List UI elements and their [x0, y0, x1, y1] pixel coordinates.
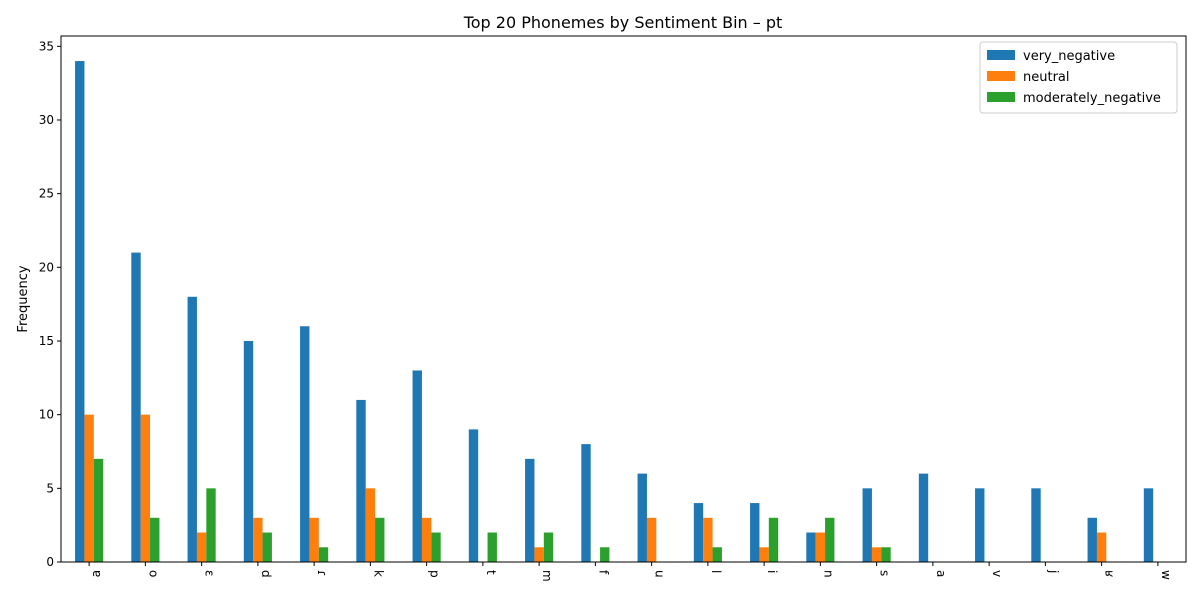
- bar-very_negative-9: [581, 444, 591, 562]
- bar-neutral-3: [253, 517, 263, 562]
- bar-very_negative-17: [1031, 488, 1041, 562]
- x-tick-label-17: j: [1046, 569, 1060, 573]
- legend-swatch-moderately_negative: [987, 92, 1015, 102]
- legend-box: [979, 41, 1178, 114]
- bar-moderately_negative-5: [375, 517, 385, 562]
- legend-label-moderately_negative: moderately_negative: [1023, 91, 1161, 106]
- bar-very_negative-14: [862, 488, 872, 562]
- bar-neutral-0: [84, 414, 94, 562]
- bar-very_negative-11: [693, 503, 704, 562]
- bar-very_negative-0: [75, 61, 85, 563]
- bar-neutral-13: [815, 532, 826, 562]
- bar-very_negative-13: [806, 532, 816, 562]
- x-tick-label-13: n: [821, 570, 835, 578]
- bar-moderately_negative-7: [487, 532, 497, 562]
- bar-moderately_negative-11: [712, 547, 722, 562]
- y-axis-label: Frequency: [16, 265, 31, 332]
- x-tick-label-0: ɐ: [90, 570, 104, 577]
- y-tick-label-5: 25: [39, 187, 54, 201]
- y-tick-label-7: 35: [39, 39, 54, 53]
- y-tick-label-4: 20: [39, 260, 54, 274]
- x-tick-label-9: f: [596, 570, 610, 575]
- bar-moderately_negative-13: [825, 517, 835, 562]
- bar-neutral-5: [365, 488, 376, 562]
- bar-very_negative-16: [975, 488, 985, 562]
- y-tick-label-0: 0: [46, 555, 54, 569]
- bar-moderately_negative-9: [600, 547, 610, 562]
- legend-label-very_negative: very_negative: [1023, 49, 1115, 64]
- y-tick-label-1: 5: [46, 481, 54, 495]
- bar-very_negative-5: [356, 399, 366, 562]
- bar-very_negative-10: [637, 473, 647, 562]
- x-tick-label-10: u: [653, 570, 667, 578]
- bars-group: [75, 61, 1154, 563]
- bar-moderately_negative-4: [318, 547, 329, 562]
- bar-very_negative-8: [525, 458, 535, 562]
- x-tick-label-5: k: [371, 570, 385, 577]
- legend-swatch-neutral: [987, 71, 1015, 81]
- bar-moderately_negative-12: [768, 517, 779, 562]
- x-tick-label-12: i: [765, 570, 779, 573]
- bar-very_negative-19: [1143, 488, 1154, 562]
- bar-moderately_negative-0: [93, 458, 104, 562]
- bar-moderately_negative-8: [543, 532, 554, 562]
- plot-frame: [60, 35, 1187, 563]
- bar-neutral-4: [309, 517, 319, 562]
- x-tick-label-8: m: [540, 570, 554, 582]
- bar-very_negative-12: [750, 503, 760, 562]
- x-tick-label-6: p: [428, 570, 442, 578]
- bar-very_negative-18: [1087, 517, 1097, 562]
- bar-very_negative-3: [243, 340, 254, 562]
- x-tick-label-3: d: [259, 570, 273, 578]
- x-tick-label-14: s: [878, 570, 892, 576]
- y-tick-label-3: 15: [39, 334, 54, 348]
- bar-moderately_negative-1: [150, 517, 160, 562]
- bar-very_negative-6: [412, 370, 422, 562]
- bar-neutral-12: [759, 547, 769, 562]
- bar-moderately_negative-14: [881, 547, 891, 562]
- y-tick-label-6: 30: [39, 113, 54, 127]
- bar-very_negative-2: [187, 296, 197, 562]
- legend-label-neutral: neutral: [1023, 70, 1070, 85]
- bar-neutral-1: [140, 414, 151, 562]
- bar-very_negative-15: [918, 473, 929, 562]
- bar-neutral-14: [871, 547, 882, 562]
- y-tick-label-2: 10: [39, 408, 54, 422]
- bar-very_negative-4: [300, 326, 310, 562]
- x-tick-label-1: o: [146, 570, 160, 577]
- x-tick-label-15: a: [934, 570, 948, 577]
- bar-very_negative-1: [131, 252, 141, 562]
- x-tick-label-7: t: [484, 570, 498, 575]
- bar-moderately_negative-2: [206, 488, 216, 562]
- x-tick-label-4: ɾ: [315, 570, 329, 576]
- bar-neutral-11: [703, 517, 713, 562]
- bar-neutral-10: [646, 517, 657, 562]
- bar-very_negative-7: [468, 429, 479, 562]
- bar-neutral-2: [196, 532, 207, 562]
- x-tick-label-2: ɛ: [203, 570, 217, 577]
- bar-moderately_negative-6: [431, 532, 441, 562]
- x-tick-label-11: l: [709, 570, 723, 573]
- chart-title: Top 20 Phonemes by Sentiment Bin – pt: [463, 13, 783, 32]
- y-ticks-group: 0 5 10 15 20 25 30 35: [39, 39, 61, 569]
- legend-swatch-very_negative: [987, 50, 1015, 60]
- bar-moderately_negative-3: [262, 532, 272, 562]
- bar-neutral-6: [421, 517, 432, 562]
- x-tick-label-18: ʁ: [1103, 570, 1117, 577]
- x-tick-label-19: w: [1159, 570, 1173, 580]
- x-tick-label-16: v: [990, 570, 1004, 577]
- bar-neutral-8: [534, 547, 544, 562]
- bar-neutral-18: [1096, 532, 1107, 562]
